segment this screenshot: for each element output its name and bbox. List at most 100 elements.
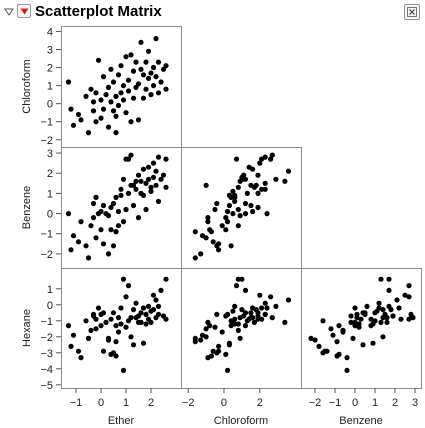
data-point [259,156,265,162]
disclosure-triangle-down-icon[interactable] [3,6,15,18]
data-point [155,303,162,309]
data-point [128,334,134,340]
data-point [130,307,137,313]
data-point [115,102,122,109]
data-point [120,97,127,103]
data-point [376,300,382,306]
data-point [380,307,386,313]
data-point [128,52,134,58]
data-point [88,223,94,229]
data-point [93,119,99,125]
data-point [223,215,229,221]
data-point [123,294,129,300]
data-point [362,310,368,316]
data-point [148,70,154,76]
data-point [406,316,412,322]
data-point [150,174,157,180]
data-point [143,311,149,317]
data-point [203,326,209,332]
data-point [269,152,275,158]
close-box-icon[interactable] [404,4,420,20]
data-point [268,156,274,162]
y-tick-label: 2 [47,63,53,75]
data-point [368,316,374,322]
data-point [108,99,114,105]
data-point [103,92,109,98]
data-point [105,213,112,219]
data-point [118,63,124,69]
data-point [225,367,231,373]
data-point [78,355,84,361]
data-point [356,321,362,327]
data-point [70,122,77,128]
data-point [160,172,167,178]
data-point [113,229,119,235]
data-point [225,208,231,215]
data-point [380,334,386,340]
data-point [232,321,238,327]
y-tick-label: −2 [40,332,53,344]
data-point [264,305,270,311]
data-point [93,194,99,200]
data-point [255,313,261,319]
data-point [143,180,149,186]
data-point [235,206,241,213]
data-point [148,184,154,190]
y-tick-label: −1 [40,229,53,241]
x-tick-label: 1 [123,397,129,409]
data-point [93,316,99,322]
data-point [125,77,132,83]
data-point [68,343,74,349]
data-point [143,321,149,327]
data-point [75,239,82,245]
data-point [235,321,241,327]
data-point [153,36,159,42]
data-point [113,353,119,359]
data-point [352,305,358,311]
data-point [110,200,117,207]
data-point [90,200,97,207]
data-point [232,192,238,198]
data-point [268,294,274,300]
data-point [285,297,292,303]
data-point [398,316,404,322]
red-triangle-menu-icon[interactable] [17,4,31,18]
data-point [285,168,292,174]
data-point [68,247,74,253]
data-point [273,176,279,182]
data-point [118,90,124,96]
data-point [110,79,117,85]
data-point [248,310,254,316]
data-point [108,316,114,322]
data-point [65,211,72,217]
data-point [135,215,142,221]
data-point [388,307,394,313]
data-point [354,315,360,321]
data-point [110,310,117,316]
y-tick-label: 0 [47,300,53,312]
data-point [155,154,162,160]
data-point [406,283,412,289]
data-point [235,276,241,282]
data-point [148,188,154,194]
data-point [396,305,402,311]
x-tick-label: 2 [257,397,263,409]
data-point [143,206,149,213]
data-point [232,198,238,204]
data-point [95,57,102,63]
data-point [226,340,232,346]
y-tick-label: 0 [47,209,53,221]
data-point [237,213,243,219]
data-point [348,313,354,319]
scatter-panel-benzene-vs-ether [61,147,182,269]
data-point [120,219,127,225]
data-point [145,303,152,309]
data-point [150,292,157,298]
data-point [219,223,225,229]
data-point [83,318,89,324]
data-point [138,66,144,72]
data-point [138,319,144,325]
data-point [140,166,147,172]
data-point [257,292,263,298]
